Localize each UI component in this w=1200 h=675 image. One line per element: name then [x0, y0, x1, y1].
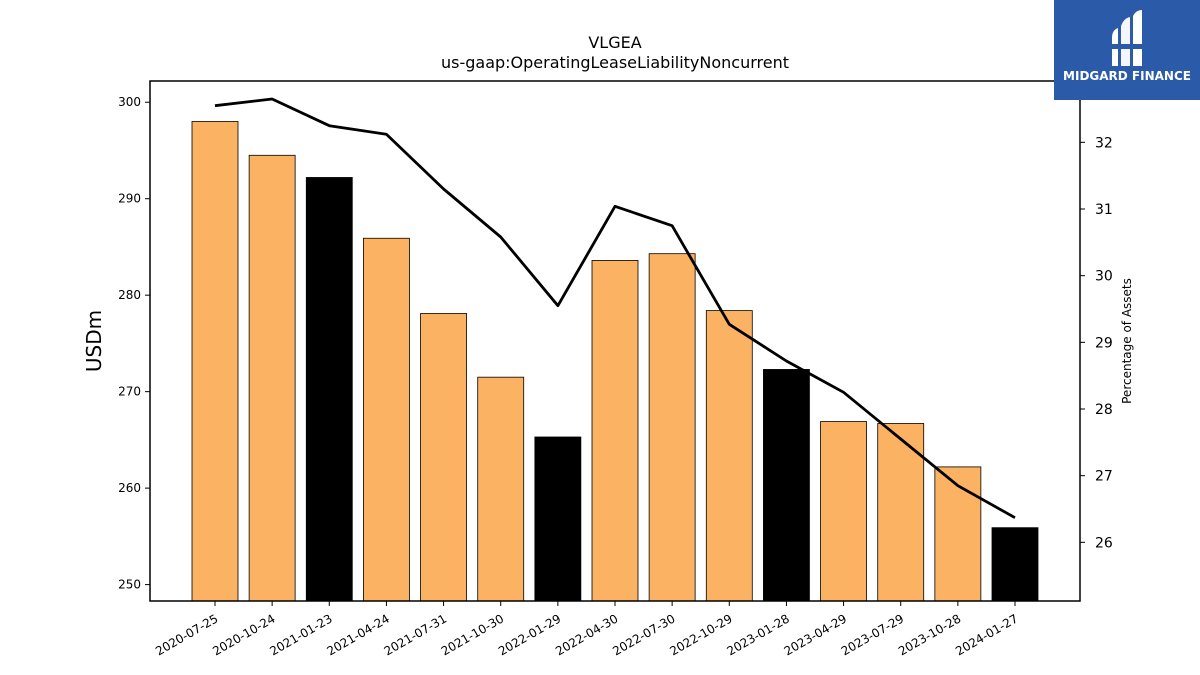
- y-axis-label-left: USDm: [82, 310, 106, 372]
- bar-2023-01-28: [763, 369, 810, 602]
- x-tick-label: 2023-01-28: [725, 611, 792, 658]
- bar-2021-04-24: [363, 237, 410, 602]
- logo-text: MIDGARD FINANCE: [1063, 69, 1191, 83]
- brand-logo: MIDGARD FINANCE: [1054, 0, 1200, 100]
- left-tick-label: 290: [118, 192, 141, 206]
- x-tick-label: 2023-10-28: [896, 611, 963, 658]
- chart-subtitle: us-gaap:OperatingLeaseLiabilityNoncurren…: [441, 53, 789, 72]
- bar-2020-07-25: [191, 121, 239, 602]
- y-axis-label-right: Percentage of Assets: [1120, 278, 1134, 404]
- left-tick-label: 300: [118, 95, 141, 109]
- right-tick-label: 31: [1095, 202, 1113, 218]
- bar-2023-10-28: [934, 466, 982, 602]
- chart-title: VLGEA: [588, 33, 641, 52]
- left-tick-label: 280: [118, 288, 141, 302]
- x-tick-label: 2020-07-25: [153, 611, 220, 658]
- midgard-logo-icon: [1110, 10, 1144, 66]
- bar-2023-04-29: [820, 421, 867, 602]
- bar-2022-07-30: [648, 253, 696, 602]
- right-axis: 26 27 28 29 30 31 32: [1080, 135, 1113, 551]
- x-tick-label: 2021-01-23: [267, 611, 334, 658]
- bar-2021-07-31: [420, 313, 467, 602]
- bar-2024-01-27: [991, 527, 1039, 602]
- line-series: [214, 97, 1016, 519]
- x-tick-label: 2022-01-29: [496, 611, 563, 658]
- x-tick-label: 2023-07-29: [839, 611, 906, 658]
- x-tick-label: 2023-04-29: [782, 611, 849, 658]
- x-tick-label: 2021-07-31: [382, 611, 449, 658]
- right-tick-label: 29: [1095, 335, 1113, 351]
- x-axis: 2020-07-252020-10-242021-01-232021-04-24…: [153, 601, 1021, 658]
- right-tick-label: 27: [1095, 469, 1113, 485]
- x-tick-label: 2024-01-27: [953, 611, 1020, 658]
- x-tick-label: 2021-04-24: [325, 611, 392, 658]
- left-tick-label: 250: [118, 578, 141, 592]
- x-tick-label: 2022-07-30: [610, 611, 677, 658]
- right-tick-label: 30: [1095, 269, 1113, 285]
- x-tick-label: 2021-10-30: [439, 611, 506, 658]
- right-tick-label: 26: [1095, 535, 1113, 551]
- bar-2023-07-29: [877, 423, 925, 602]
- left-axis: 250 260 270 280 290 300: [118, 95, 150, 592]
- bars: [191, 121, 1039, 602]
- percentage-line: [214, 97, 1016, 519]
- right-tick-label: 28: [1095, 402, 1113, 418]
- left-tick-label: 270: [118, 385, 141, 399]
- x-tick-label: 2022-10-29: [667, 611, 734, 658]
- bar-2022-10-29: [705, 310, 753, 602]
- bar-2022-04-30: [591, 260, 639, 602]
- right-tick-label: 32: [1095, 135, 1113, 151]
- x-tick-label: 2020-10-24: [210, 611, 277, 658]
- bar-2021-01-23: [305, 177, 353, 602]
- left-tick-label: 260: [118, 481, 141, 495]
- bar-2020-10-24: [248, 154, 296, 602]
- x-tick-label: 2022-04-30: [553, 611, 620, 658]
- bar-2021-10-30: [477, 376, 525, 602]
- bar-2022-01-29: [534, 436, 582, 602]
